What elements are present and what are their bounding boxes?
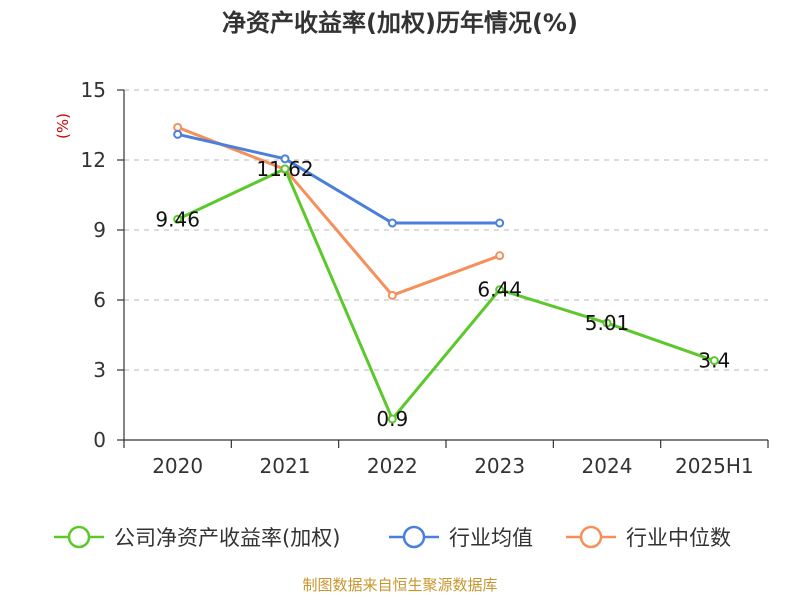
data-point (173, 122, 183, 132)
data-point (495, 251, 505, 261)
data-point (602, 318, 612, 328)
data-point (387, 290, 397, 300)
x-tick-label: 2024 (582, 454, 633, 478)
x-tick-label: 2021 (260, 454, 311, 478)
data-point (495, 285, 505, 295)
legend-label-0: 公司净资产收益率(加权) (114, 526, 340, 550)
plot-area: 0 3 6 9 12 15 2020 2021 2022 2023 2024 2025H1 9.46 11… (81, 78, 769, 478)
data-label: 0.9 (376, 407, 408, 431)
data-point (709, 356, 719, 366)
data-point (173, 214, 183, 224)
y-tick-label: 3 (93, 358, 106, 382)
legend-marker-0 (67, 525, 91, 549)
data-point (387, 218, 397, 228)
data-point (280, 154, 290, 164)
legend-marker-2 (579, 525, 603, 549)
x-tick-label: 2025H1 (675, 454, 754, 478)
y-tick-label: 0 (93, 428, 106, 452)
legend-label-2: 行业中位数 (626, 526, 731, 550)
legend: 公司净资产收益率(加权) 行业均值 行业中位数 (54, 525, 731, 550)
data-label: 6.44 (477, 278, 522, 302)
legend-marker-1 (402, 525, 426, 549)
data-point (495, 218, 505, 228)
y-tick-label: 15 (81, 78, 106, 102)
data-point (280, 164, 290, 174)
data-label: 11.62 (256, 157, 313, 181)
y-tick-label: 6 (93, 288, 106, 312)
data-label: 3.4 (698, 349, 730, 373)
series-line-1 (177, 132, 500, 225)
x-tick-label: 2023 (474, 454, 525, 478)
data-point (387, 414, 397, 424)
data-point (173, 129, 183, 139)
chart-title: 净资产收益率(加权)历年情况(%) (222, 9, 578, 37)
y-tick-label: 12 (81, 148, 106, 172)
x-tick-label: 2020 (152, 454, 203, 478)
data-label: 9.46 (155, 207, 200, 231)
source-note: 制图数据来自恒生聚源数据库 (302, 576, 497, 594)
legend-label-1: 行业均值 (449, 526, 533, 550)
y-axis-label: (%) (54, 113, 72, 139)
y-tick-label: 9 (93, 218, 106, 242)
data-label: 5.01 (585, 311, 630, 335)
series-line-0 (177, 167, 715, 421)
series-line-2 (177, 125, 501, 297)
x-tick-label: 2022 (367, 454, 418, 478)
